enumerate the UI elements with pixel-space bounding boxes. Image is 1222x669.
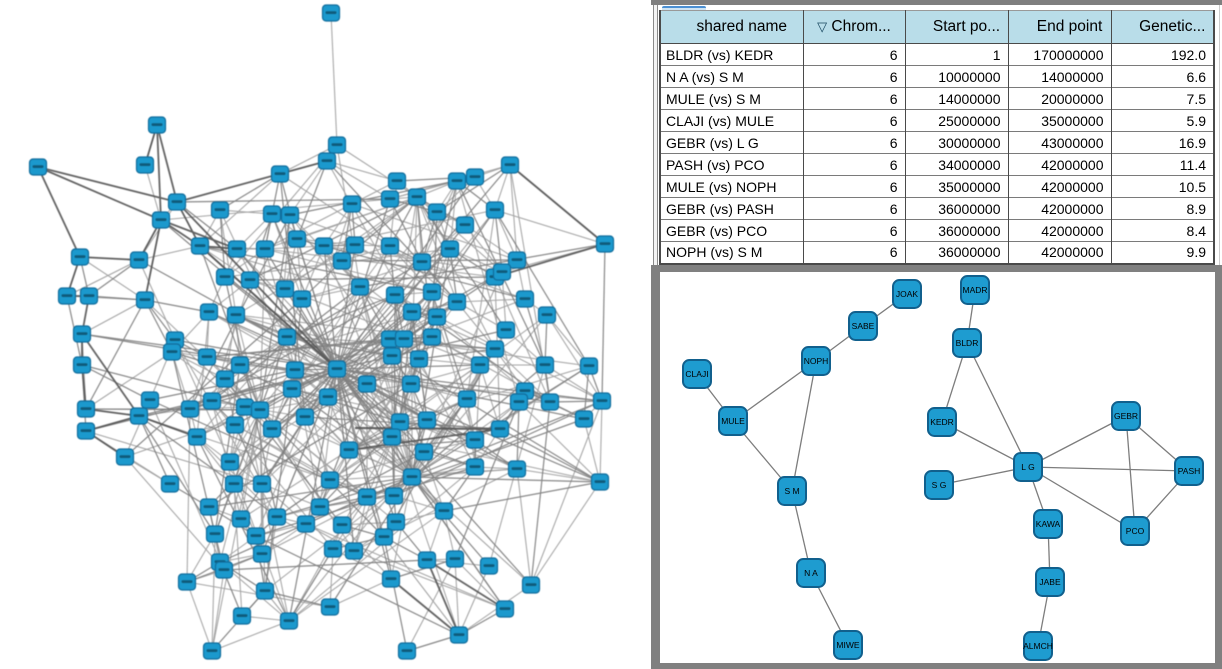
svg-text:JOAK: JOAK — [896, 289, 919, 299]
svg-text:GEBR: GEBR — [1114, 411, 1138, 421]
svg-text:S G: S G — [932, 480, 947, 490]
svg-text:MIWE: MIWE — [836, 640, 859, 650]
svg-text:BLDR: BLDR — [956, 338, 979, 348]
svg-text:MADR: MADR — [962, 285, 987, 295]
svg-text:N A: N A — [804, 568, 818, 578]
svg-text:S M: S M — [784, 486, 799, 496]
svg-text:NOPH: NOPH — [804, 356, 829, 366]
svg-text:L G: L G — [1021, 462, 1034, 472]
svg-text:PCO: PCO — [1126, 526, 1145, 536]
svg-text:PASH: PASH — [1178, 466, 1201, 476]
svg-text:JABE: JABE — [1039, 577, 1061, 587]
svg-text:SABE: SABE — [852, 321, 875, 331]
svg-text:KAWA: KAWA — [1036, 519, 1061, 529]
svg-text:KEDR: KEDR — [930, 417, 954, 427]
svg-text:CLAJI: CLAJI — [685, 369, 708, 379]
svg-text:ALMCH: ALMCH — [1023, 641, 1053, 651]
svg-text:MULE: MULE — [721, 416, 745, 426]
